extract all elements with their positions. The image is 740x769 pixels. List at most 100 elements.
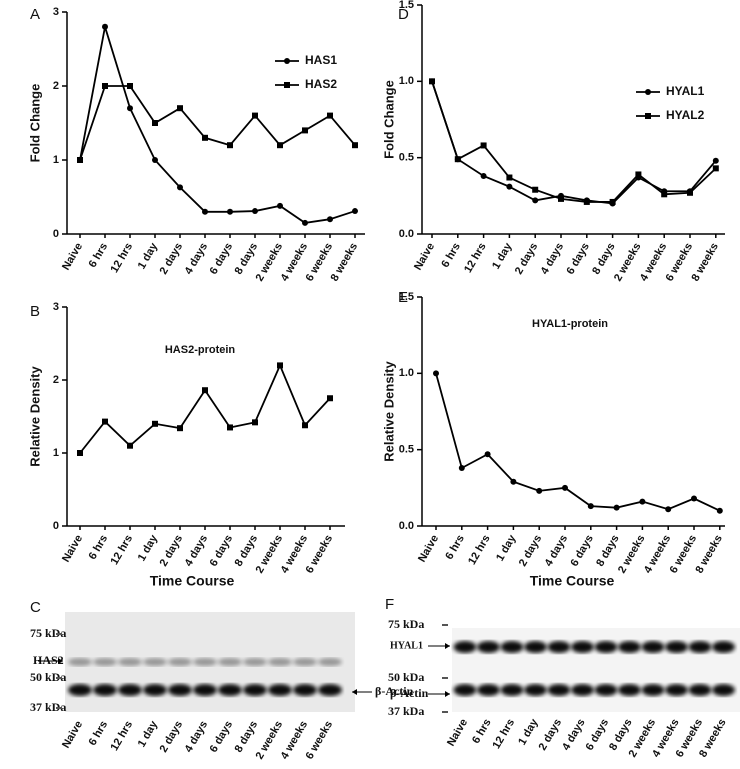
y-tick-label: 0: [53, 228, 59, 240]
marker: [284, 82, 290, 88]
lane-label: 8 days: [233, 719, 261, 755]
marker: [458, 464, 465, 471]
arrow-head: [58, 658, 63, 664]
panel-label: E: [398, 289, 408, 306]
lane-label: 6 days: [208, 719, 236, 755]
size-marker: 75 kDa: [30, 626, 66, 640]
x-tick-label: 1 day: [136, 240, 161, 271]
x-tick-label: Naive: [416, 533, 441, 564]
blot-band: [665, 684, 688, 696]
x-tick-label: 2 days: [158, 533, 186, 569]
marker: [645, 89, 651, 95]
x-tick-label: Naive: [412, 241, 437, 272]
lane-label: 2 days: [158, 719, 186, 755]
y-tick-label: 1.0: [399, 75, 414, 87]
y-tick-label: 0.5: [399, 152, 414, 164]
y-tick-label: 0.0: [399, 520, 414, 532]
y-tick-label: 2: [53, 374, 59, 386]
y-tick-label: 1: [53, 154, 59, 166]
blot-band: [500, 684, 524, 696]
marker: [352, 208, 358, 215]
y-axis-title: Relative Density: [381, 361, 396, 462]
y-tick-label: 3: [53, 6, 59, 18]
x-tick-label: 8 days: [590, 241, 618, 277]
marker: [712, 165, 719, 172]
chart-subtitle: HAS2-protein: [165, 344, 236, 356]
marker: [177, 184, 183, 191]
legend-label: HAS1: [305, 53, 337, 67]
blot-band: [594, 641, 618, 653]
marker: [152, 120, 158, 126]
lane-label: Naive: [445, 717, 470, 748]
blot-band: [143, 684, 167, 696]
panel-label: C: [30, 599, 41, 616]
blot-band: [477, 641, 500, 653]
marker: [480, 142, 487, 149]
marker: [583, 198, 590, 205]
marker: [277, 142, 283, 149]
panel-label: A: [30, 6, 40, 23]
blot-band: [571, 641, 594, 653]
size-marker: 37 kDa: [388, 704, 424, 718]
x-tick-label: 6 days: [564, 241, 592, 277]
blot-band: [571, 684, 594, 696]
marker: [716, 507, 723, 514]
blot-band: [547, 641, 571, 653]
blot-band: [93, 658, 117, 666]
blot-band: [665, 641, 688, 653]
marker: [127, 442, 133, 449]
blot-band: [453, 684, 477, 696]
y-axis-title: Fold Change: [27, 84, 42, 163]
marker: [227, 424, 233, 431]
x-tick-label: 1 day: [136, 532, 161, 563]
marker: [252, 419, 258, 426]
blot-band: [68, 684, 92, 696]
marker: [506, 183, 513, 190]
x-tick-label: 1 day: [494, 532, 519, 563]
panel-label: D: [398, 6, 409, 23]
line: [431, 81, 717, 203]
x-tick-label: 12 hrs: [109, 533, 136, 567]
marker: [252, 208, 258, 215]
x-tick-label: 6 hrs: [443, 533, 467, 562]
x-tick-label: 8 days: [233, 533, 261, 569]
y-axis-title: Fold Change: [381, 80, 396, 159]
x-tick-label: 4 days: [183, 241, 211, 277]
lane-label: 1 day: [516, 716, 541, 747]
marker: [532, 197, 539, 204]
lane-label: 4 days: [183, 719, 211, 755]
blot-band: [118, 658, 142, 666]
blot-band: [193, 684, 217, 696]
marker: [127, 105, 133, 112]
blot-band: [293, 684, 317, 696]
marker: [712, 157, 719, 164]
marker: [102, 418, 108, 425]
panel-label: B: [30, 303, 40, 320]
blot-band: [268, 684, 292, 696]
marker: [227, 142, 233, 149]
marker: [327, 395, 333, 402]
legend-label: HYAL1: [666, 84, 705, 98]
marker: [609, 198, 616, 205]
size-marker: 50 kDa: [30, 670, 66, 684]
marker: [302, 422, 308, 429]
marker: [77, 157, 83, 163]
marker: [327, 112, 333, 119]
marker: [352, 142, 358, 149]
marker: [635, 171, 642, 178]
y-tick-label: 1: [53, 447, 59, 459]
chart-subtitle: HYAL1-protein: [532, 318, 608, 330]
marker: [639, 498, 646, 505]
x-tick-label: 6 days: [208, 241, 236, 277]
marker: [202, 134, 208, 141]
marker: [645, 113, 651, 119]
y-tick-label: 0.0: [399, 228, 414, 240]
marker: [127, 83, 133, 89]
y-axis-title: Relative Density: [27, 366, 42, 467]
marker: [613, 504, 620, 511]
x-tick-label: 4 days: [183, 533, 211, 569]
blot-band: [293, 658, 317, 666]
x-tick-label: 4 days: [539, 241, 567, 277]
blot-band: [93, 684, 117, 696]
marker: [480, 172, 487, 179]
